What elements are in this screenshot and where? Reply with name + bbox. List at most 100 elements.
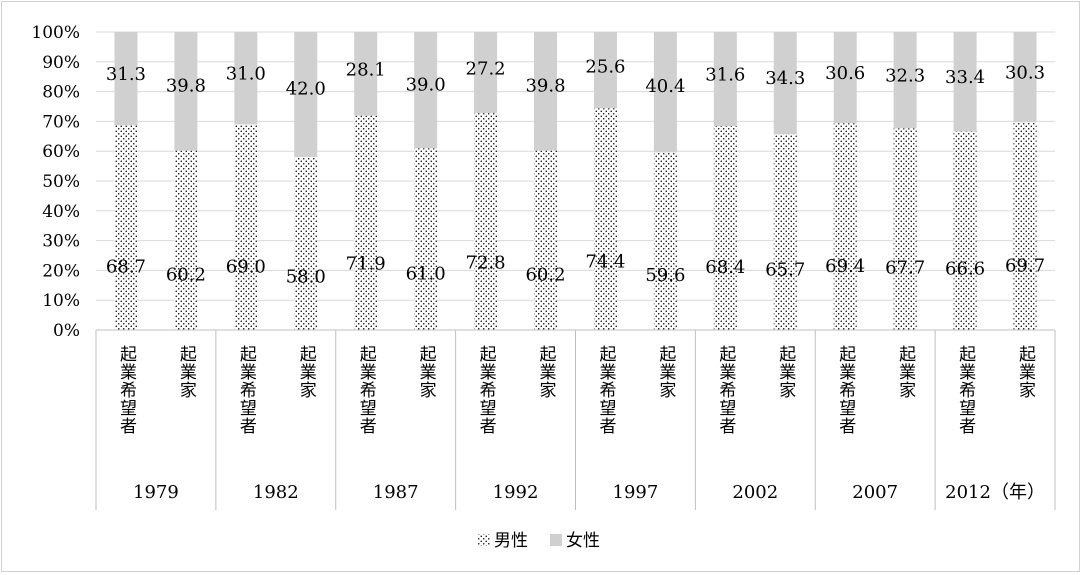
- bar-segment-male: [174, 150, 198, 330]
- data-label-male: 61.0: [406, 264, 446, 285]
- data-label-male: 60.2: [166, 264, 206, 285]
- bar-segment-male: [653, 152, 677, 330]
- bar-segment-male: [534, 150, 558, 330]
- category-label: 起業希望者: [715, 345, 736, 435]
- bar-segment-female: [234, 32, 258, 125]
- data-label-male: 58.0: [286, 266, 326, 287]
- y-tick-label: 60%: [42, 142, 80, 162]
- x-axis: 起業希望者 起業家 起業希望者 起業家 起業希望者 起業家 起業希望者 起業家 起業希望者 起業家…: [95, 329, 1056, 510]
- bar-segment-male: [354, 115, 378, 330]
- group-label: 1997: [613, 482, 659, 503]
- data-label-male: 69.4: [825, 256, 865, 277]
- bar-segment-female: [174, 32, 198, 151]
- bar-segment-male: [114, 125, 138, 330]
- group-label: 1982: [253, 482, 299, 503]
- bar-segment-male: [294, 157, 318, 330]
- data-label-male: 68.4: [705, 257, 745, 278]
- category-label: 起業希望者: [356, 345, 377, 435]
- legend-label-male: 男性: [494, 531, 528, 551]
- data-label-male: 69.0: [226, 256, 266, 277]
- y-tick-label: 40%: [42, 202, 80, 222]
- bar-segment-male: [953, 131, 977, 330]
- bar-segment-female: [773, 32, 797, 135]
- y-tick-label: 10%: [42, 291, 80, 311]
- bar-segment-female: [534, 32, 558, 151]
- data-label-female: 31.3: [106, 64, 146, 85]
- data-label-female: 40.4: [645, 76, 685, 97]
- data-label-male: 65.7: [765, 259, 805, 280]
- data-label-male: 59.6: [645, 265, 685, 286]
- bar-segment-female: [953, 32, 977, 132]
- bar-segment-female: [1013, 32, 1037, 123]
- legend-swatch-male: [478, 534, 490, 546]
- legend-label-female: 女性: [566, 531, 600, 551]
- group-label: 1979: [133, 482, 179, 503]
- bar-segment-male: [414, 148, 438, 330]
- bar-segment-female: [593, 32, 617, 109]
- y-axis-ticks: 0% 10% 20% 30% 40% 50% 60% 70% 80% 90% 100%: [31, 23, 80, 341]
- data-label-male: 67.7: [885, 257, 925, 278]
- bar-segment-male: [474, 113, 498, 330]
- group-label: 2007: [852, 482, 898, 503]
- category-label: 起業希望者: [236, 345, 257, 435]
- category-label: 起業家: [775, 345, 796, 399]
- y-tick-label: 70%: [42, 112, 80, 132]
- y-tick-label: 90%: [42, 53, 80, 73]
- data-label-male: 68.7: [106, 257, 146, 278]
- bar-segment-male: [773, 134, 797, 330]
- bar-segment-female: [653, 32, 677, 153]
- bar-segment-female: [354, 32, 378, 116]
- data-label-female: 31.6: [705, 64, 745, 85]
- bar-segment-male: [833, 123, 857, 330]
- bar-segment-female: [474, 32, 498, 114]
- bar-segment-male: [713, 126, 737, 330]
- y-tick-label: 30%: [42, 232, 80, 252]
- group-label: 2012（年）: [945, 482, 1045, 503]
- bar-segment-female: [893, 32, 917, 129]
- category-label: 起業家: [176, 345, 197, 399]
- bar-segment-male: [1013, 122, 1037, 330]
- category-label: 起業家: [1015, 345, 1036, 399]
- data-label-female: 39.8: [166, 75, 206, 96]
- bar-segment-female: [114, 32, 138, 126]
- category-label: 起業家: [895, 345, 916, 399]
- data-label-male: 69.7: [1005, 256, 1045, 277]
- category-label: 起業希望者: [476, 345, 497, 435]
- data-label-female: 39.0: [406, 74, 446, 95]
- y-tick-label: 20%: [42, 261, 80, 281]
- data-label-female: 27.2: [466, 58, 506, 79]
- data-label-male: 66.6: [945, 258, 985, 279]
- category-label: 起業希望者: [595, 345, 616, 435]
- category-label: 起業希望者: [116, 345, 137, 435]
- y-tick-label: 100%: [31, 23, 80, 43]
- bars: [114, 32, 1037, 331]
- bar-segment-female: [833, 32, 857, 124]
- data-label-female: 25.6: [585, 56, 625, 77]
- category-label: 起業希望者: [955, 345, 976, 435]
- bar-segment-male: [593, 108, 617, 331]
- bar-segment-male: [893, 128, 917, 330]
- data-label-female: 31.0: [226, 64, 266, 85]
- data-label-female: 32.3: [885, 65, 925, 86]
- y-tick-label: 80%: [42, 83, 80, 103]
- data-label-male: 72.8: [466, 253, 506, 274]
- data-label-male: 71.9: [346, 254, 386, 275]
- data-label-female: 30.3: [1005, 63, 1045, 84]
- data-label-male: 60.2: [525, 264, 565, 285]
- data-label-female: 28.1: [346, 60, 386, 81]
- category-label: 起業希望者: [835, 345, 856, 435]
- category-label: 起業家: [536, 345, 557, 399]
- bar-segment-female: [713, 32, 737, 127]
- category-label: 起業家: [416, 345, 437, 399]
- y-tick-label: 0%: [53, 321, 80, 341]
- data-label-female: 42.0: [286, 78, 326, 99]
- data-label-male: 74.4: [585, 251, 625, 272]
- data-label-female: 33.4: [945, 67, 985, 88]
- y-tick-label: 50%: [42, 172, 80, 192]
- bar-segment-female: [414, 32, 438, 149]
- group-label: 1987: [373, 482, 419, 503]
- category-label: 起業家: [655, 345, 676, 399]
- bar-segment-female: [294, 32, 318, 158]
- data-label-female: 34.3: [765, 68, 805, 89]
